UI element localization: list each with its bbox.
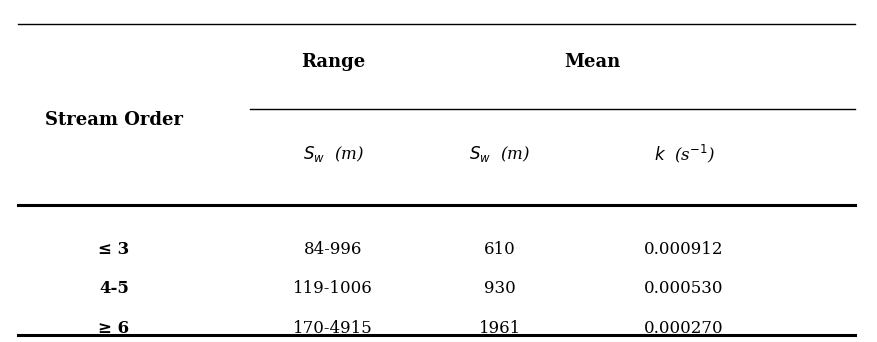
Text: 1961: 1961 xyxy=(479,320,521,337)
Text: Mean: Mean xyxy=(564,53,620,70)
Text: ≥ 6: ≥ 6 xyxy=(98,320,130,337)
Text: 170-4915: 170-4915 xyxy=(294,320,373,337)
Text: 930: 930 xyxy=(484,280,516,298)
Text: Stream Order: Stream Order xyxy=(45,111,183,129)
Text: 0.000270: 0.000270 xyxy=(645,320,724,337)
Text: $k$  (s$^{-1}$): $k$ (s$^{-1}$) xyxy=(653,143,715,165)
Text: 610: 610 xyxy=(484,241,516,258)
Text: Range: Range xyxy=(301,53,366,70)
Text: 0.000912: 0.000912 xyxy=(645,241,724,258)
Text: 4-5: 4-5 xyxy=(99,280,129,298)
Text: $S_w$  (m): $S_w$ (m) xyxy=(469,144,531,164)
Text: 119-1006: 119-1006 xyxy=(294,280,373,298)
Text: 84-996: 84-996 xyxy=(304,241,362,258)
Text: ≤ 3: ≤ 3 xyxy=(98,241,130,258)
Text: $S_w$  (m): $S_w$ (m) xyxy=(303,144,364,164)
Text: 0.000530: 0.000530 xyxy=(645,280,724,298)
